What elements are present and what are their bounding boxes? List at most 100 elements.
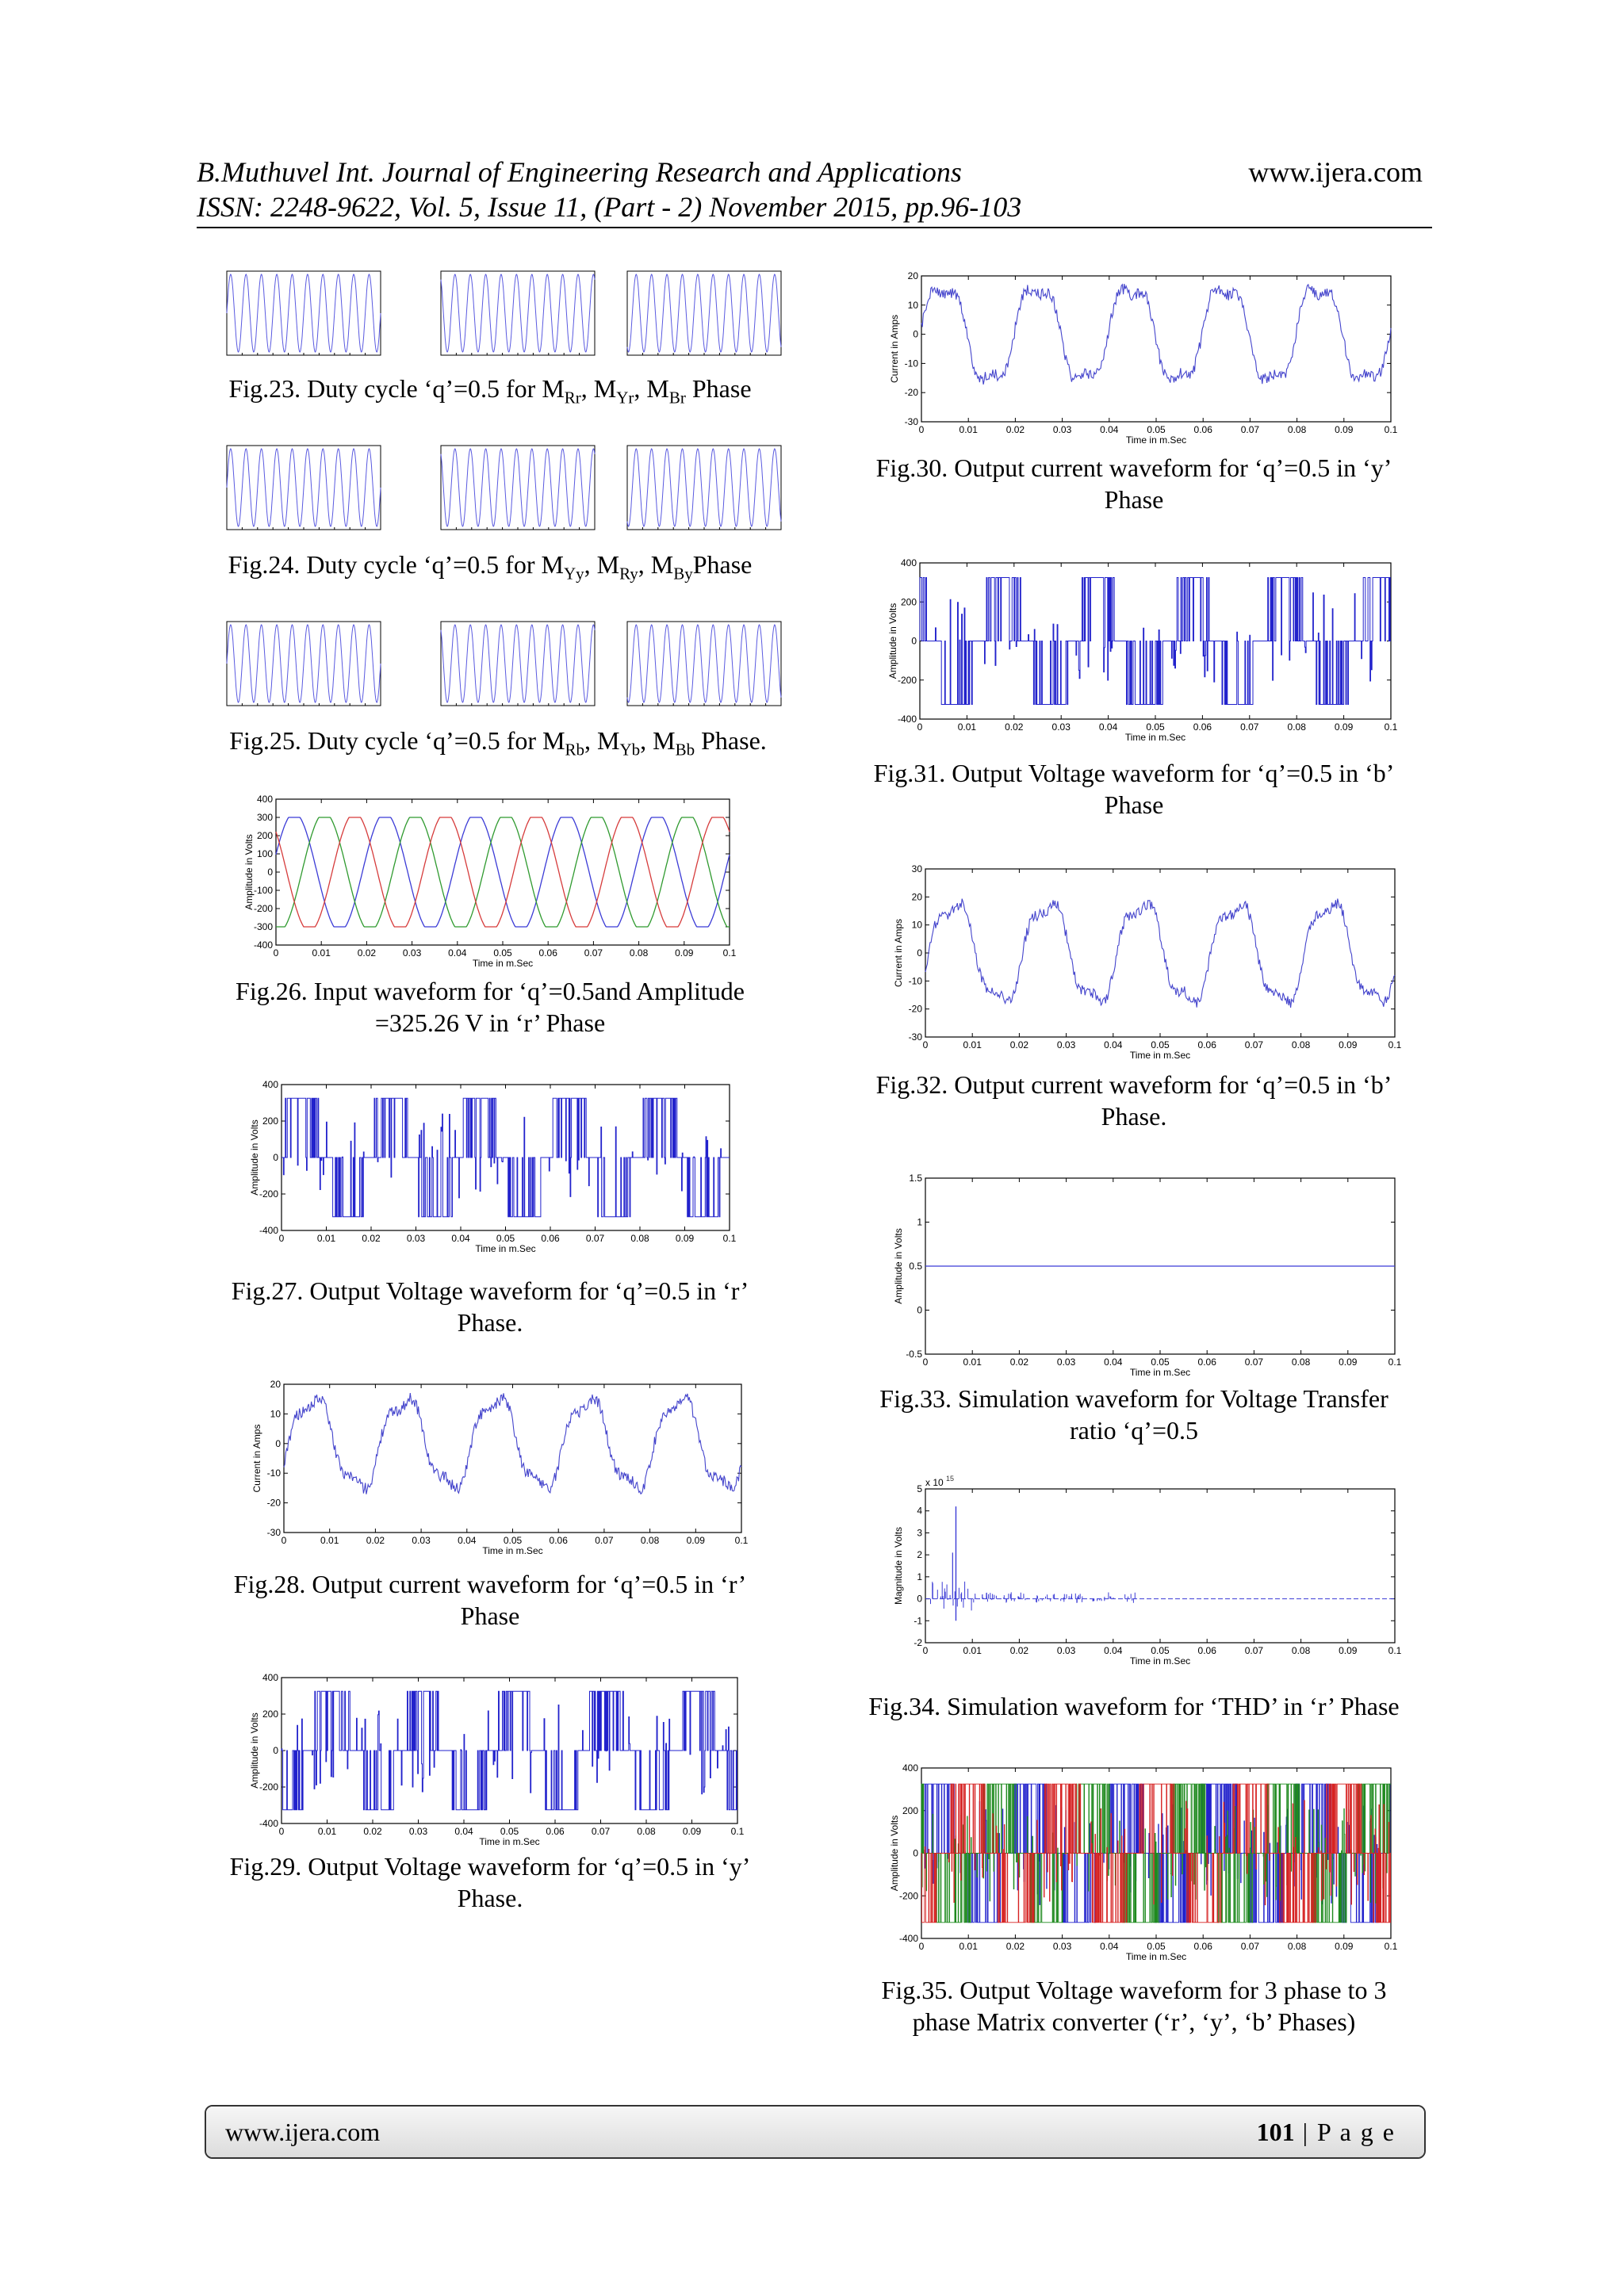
fig30-xtick-label: 0.09 [1335, 424, 1354, 435]
caption-fig31: Fig.31. Output Voltage waveform for ‘q’=… [873, 759, 1395, 819]
fig29-xtick-label: 0.06 [546, 1826, 565, 1837]
fig32-plot-frame [925, 868, 1396, 1038]
fig27-xlabel: Time in m.Sec [475, 1243, 535, 1254]
fig25-series-3 [626, 624, 782, 703]
fig26-xtick-label: 0.08 [630, 947, 649, 959]
fig24-series-2 [440, 448, 596, 527]
figure-27: 0 0.01 0.02 0.03 0.04 0.05 0.06 0.07 0.08 0.09 0.1… [238, 1078, 745, 1261]
fig34-plot-frame [925, 1488, 1396, 1644]
figure-28: 0 0.01 0.02 0.03 0.04 0.05 0.06 0.07 0.08 0.09 0.1… [238, 1378, 757, 1564]
page-footer: www.ijera.com 101 | P a g e [205, 2105, 1426, 2159]
figure-32: 0 0.01 0.02 0.03 0.04 0.05 0.06 0.07 0.08 0.09 0.1… [884, 863, 1408, 1069]
fig30-xtick-label: 0.02 [1006, 424, 1025, 435]
figure-33: 0 0.01 0.02 0.03 0.04 0.05 0.06 0.07 0.08 0.09 0.1… [884, 1172, 1408, 1386]
fig26-ylabel: Amplitude in Volts [243, 834, 255, 909]
fig28-xtick-label: 0.1 [735, 1535, 749, 1546]
fig33-svg: 0 0.01 0.02 0.03 0.04 0.05 0.06 0.07 0.08 0.09 0.1… [893, 1173, 1402, 1378]
fig34-svg: 0 0.01 0.02 0.03 0.04 0.05 0.06 0.07 0.08 0.09 0.1… [893, 1475, 1402, 1667]
fig27-xtick-label: 0.09 [676, 1233, 695, 1244]
fig34-ytick-label: 0 [917, 1594, 922, 1605]
fig30-svg: 0 0.01 0.02 0.03 0.04 0.05 0.06 0.07 0.08 0.09 0.1… [889, 270, 1398, 446]
fig34-xtick-label: 0.07 [1245, 1645, 1264, 1656]
caption-fig34: Fig.34. Simulation waveform for ‘THD’ in… [868, 1692, 1400, 1720]
fig34-xtick-label: 0.05 [1151, 1645, 1170, 1656]
header-issn-line: ISSN: 2248-9622, Vol. 5, Issue 11, (Part… [197, 191, 1022, 223]
fig30-ylabel: Current in Amps [889, 315, 900, 383]
fig28-ytick-label: -20 [267, 1498, 282, 1509]
fig26-ytick-label: -400 [254, 939, 273, 951]
fig27-xtick-label: 0.07 [586, 1233, 605, 1244]
fig34-xtick-label: 0.04 [1104, 1645, 1123, 1656]
caption-fig33: Fig.33. Simulation waveform for Voltage … [879, 1384, 1388, 1445]
fig26-xtick-label: 0.07 [584, 947, 603, 959]
fig34-exponent-base: x 10 [925, 1477, 944, 1488]
caption-fig26: Fig.26. Input waveform for ‘q’=0.5and Am… [236, 977, 745, 1037]
fig34-xtick-label: 0.1 [1388, 1645, 1402, 1656]
fig31-xtick-label: 0.01 [958, 721, 977, 733]
fig34-ytick-label: 2 [917, 1549, 922, 1560]
fig32-xtick-label: 0.09 [1339, 1039, 1358, 1050]
fig29-svg: 0 0.01 0.02 0.03 0.04 0.05 0.06 0.07 0.08 0.09 0.1… [249, 1672, 745, 1847]
fig35-ytick-label: 0 [913, 1848, 918, 1859]
running-header: B.Muthuvel Int. Journal of Engineering R… [197, 155, 1434, 224]
fig33-xtick-label: 0.03 [1057, 1357, 1076, 1368]
fig29-ytick-label: -200 [259, 1781, 278, 1793]
fig31-xtick-label: 0 [917, 721, 923, 733]
fig27-xtick-label: 0.1 [723, 1233, 737, 1244]
fig34-xtick-label: 0.09 [1339, 1645, 1358, 1656]
fig31-ytick-label: 200 [901, 596, 917, 607]
fig25-series-2 [440, 624, 596, 703]
footer-website-link[interactable]: www.ijera.com [225, 2118, 381, 2146]
fig33-xtick-label: 0.04 [1104, 1357, 1123, 1368]
fig32-xtick-label: 0.1 [1388, 1039, 1402, 1050]
fig31-ylabel: Amplitude in Volts [887, 603, 898, 679]
fig33-ytick-label: -0.5 [906, 1349, 922, 1360]
fig30-plot-frame [921, 275, 1392, 423]
fig29-xtick-label: 0.03 [409, 1826, 428, 1837]
fig35-xtick-label: 0.1 [1385, 1941, 1398, 1952]
figure-24 [206, 442, 809, 545]
fig32-series-1 [925, 898, 1396, 1008]
fig28-ytick-label: 10 [270, 1408, 282, 1419]
fig26-ytick-label: 200 [257, 830, 273, 841]
fig28-plot-frame [283, 1383, 742, 1533]
fig26-xlabel: Time in m.Sec [473, 958, 533, 969]
footer-page-number: 101 | P a g e [1256, 2118, 1396, 2146]
fig34-xtick-label: 0.08 [1292, 1645, 1311, 1656]
fig27-ytick-label: 400 [262, 1079, 278, 1090]
fig28-xtick-label: 0.04 [458, 1535, 477, 1546]
fig35-ytick-label: 200 [902, 1805, 918, 1816]
fig26-xtick-label: 0 [274, 947, 279, 959]
fig34-ytick-label: 1 [917, 1571, 922, 1582]
fig35-ytick-label: -200 [899, 1890, 918, 1901]
fig27-svg: 0 0.01 0.02 0.03 0.04 0.05 0.06 0.07 0.08 0.09 0.1… [249, 1079, 737, 1254]
figure-25 [206, 618, 809, 721]
fig30-ytick-label: 20 [908, 270, 919, 281]
fig26-xtick-label: 0.01 [312, 947, 331, 959]
fig28-ytick-label: -30 [267, 1527, 282, 1538]
fig31-xtick-label: 0.06 [1193, 721, 1212, 733]
fig33-xtick-label: 0 [923, 1357, 929, 1368]
fig30-xtick-label: 0 [919, 424, 925, 435]
fig30-xtick-label: 0.1 [1385, 424, 1398, 435]
fig31-xtick-label: 0.1 [1385, 721, 1398, 733]
fig35-xtick-label: 0 [919, 1941, 925, 1952]
fig23-subplot-frame-2 [440, 270, 596, 356]
fig32-ylabel: Current in Amps [893, 919, 904, 987]
fig27-xtick-label: 0.04 [451, 1233, 470, 1244]
fig26-xtick-label: 0.03 [403, 947, 422, 959]
fig34-xtick-label: 0.06 [1198, 1645, 1217, 1656]
fig27-xtick-label: 0.08 [630, 1233, 649, 1244]
caption-fig27: Fig.27. Output Voltage waveform for ‘q’=… [231, 1276, 749, 1337]
fig25-series-1 [226, 624, 381, 703]
fig27-xtick-label: 0.03 [407, 1233, 426, 1244]
fig35-xtick-label: 0.05 [1147, 1941, 1166, 1952]
header-website-link[interactable]: www.ijera.com [1248, 156, 1423, 188]
fig35-series-2 [921, 1783, 1391, 1923]
fig31-xlabel: Time in m.Sec [1125, 732, 1185, 743]
fig26-xtick-label: 0.1 [723, 947, 737, 959]
fig28-xtick-label: 0.07 [595, 1535, 614, 1546]
fig28-xlabel: Time in m.Sec [482, 1545, 542, 1556]
fig26-xtick-label: 0.02 [358, 947, 377, 959]
fig25-subplot-frame-2 [440, 621, 596, 706]
